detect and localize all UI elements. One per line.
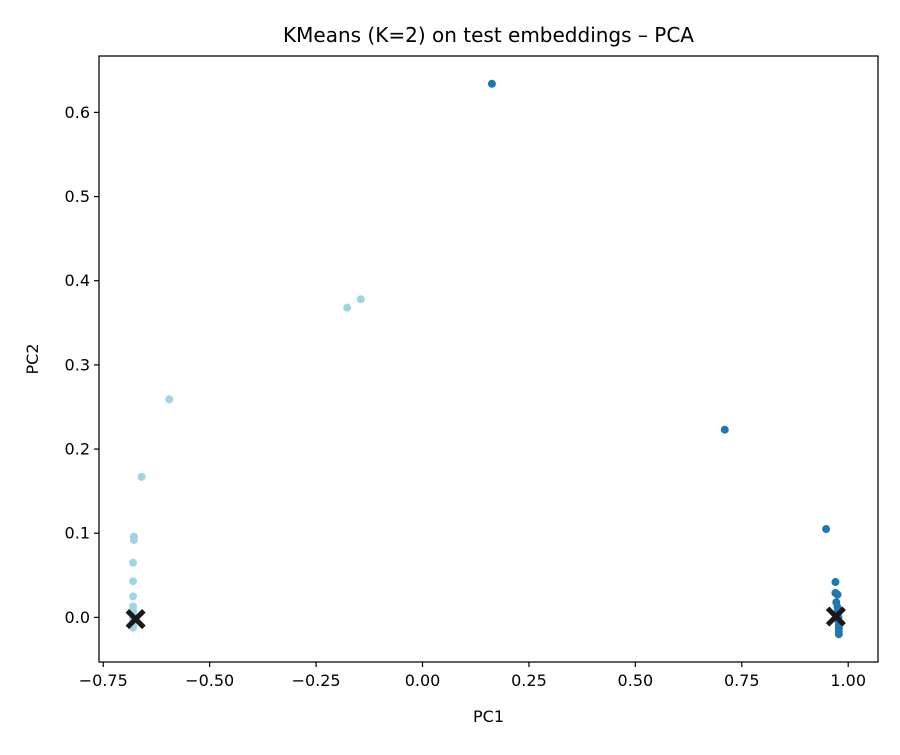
- x-tick-label: −0.75: [79, 671, 128, 690]
- x-axis-label: PC1: [473, 707, 504, 726]
- x-tick-label: 0.25: [511, 671, 547, 690]
- y-tick-label: 0.0: [65, 608, 90, 627]
- y-tick-label: 0.6: [65, 103, 90, 122]
- centroid-marker: [125, 609, 146, 630]
- scatter-point-cluster-0: [129, 577, 138, 586]
- scatter-point-cluster-0: [129, 592, 138, 601]
- centroid-marker: [825, 606, 846, 627]
- scatter-point-cluster-0: [343, 303, 352, 312]
- x-tick-label: −0.50: [185, 671, 234, 690]
- x-tick-label: 0.75: [724, 671, 760, 690]
- plot-frame: [98, 55, 879, 663]
- scatter-point-cluster-0: [129, 602, 138, 611]
- y-tick-label: 0.4: [65, 271, 90, 290]
- y-tick-label: 0.5: [65, 187, 90, 206]
- x-axis: −0.75 −0.50 −0.25 0.00 0.25 0.50 0.75 1.00: [79, 662, 866, 690]
- y-tick-label: 0.2: [65, 440, 90, 459]
- x-tick-label: 0.50: [618, 671, 654, 690]
- scatter-point-cluster-0: [137, 472, 146, 481]
- y-axis-label: PC2: [23, 344, 42, 375]
- scatter-point-cluster-1: [487, 79, 496, 88]
- scatter-point-cluster-1: [833, 590, 842, 599]
- x-tick-label: −0.25: [292, 671, 341, 690]
- scatter-point-cluster-1: [822, 525, 831, 534]
- scatter-point-cluster-0: [129, 558, 138, 567]
- scatter-point-cluster-0: [356, 295, 365, 304]
- y-tick-label: 0.1: [65, 524, 90, 543]
- x-tick-label: 0.00: [405, 671, 441, 690]
- scatter-point-cluster-0: [165, 395, 174, 404]
- x-tick-label: 1.00: [830, 671, 866, 690]
- scatter-point-cluster-1: [831, 578, 840, 587]
- scatter-point-cluster-1: [834, 630, 843, 639]
- chart-title: KMeans (K=2) on test embeddings – PCA: [283, 23, 694, 47]
- scatter-point-cluster-1: [720, 425, 729, 434]
- scatter-point-cluster-0: [129, 532, 138, 541]
- y-axis: 0.0 0.1 0.2 0.3 0.4 0.5 0.6: [65, 103, 99, 627]
- y-tick-label: 0.3: [65, 355, 90, 374]
- centroids-layer: [125, 606, 846, 630]
